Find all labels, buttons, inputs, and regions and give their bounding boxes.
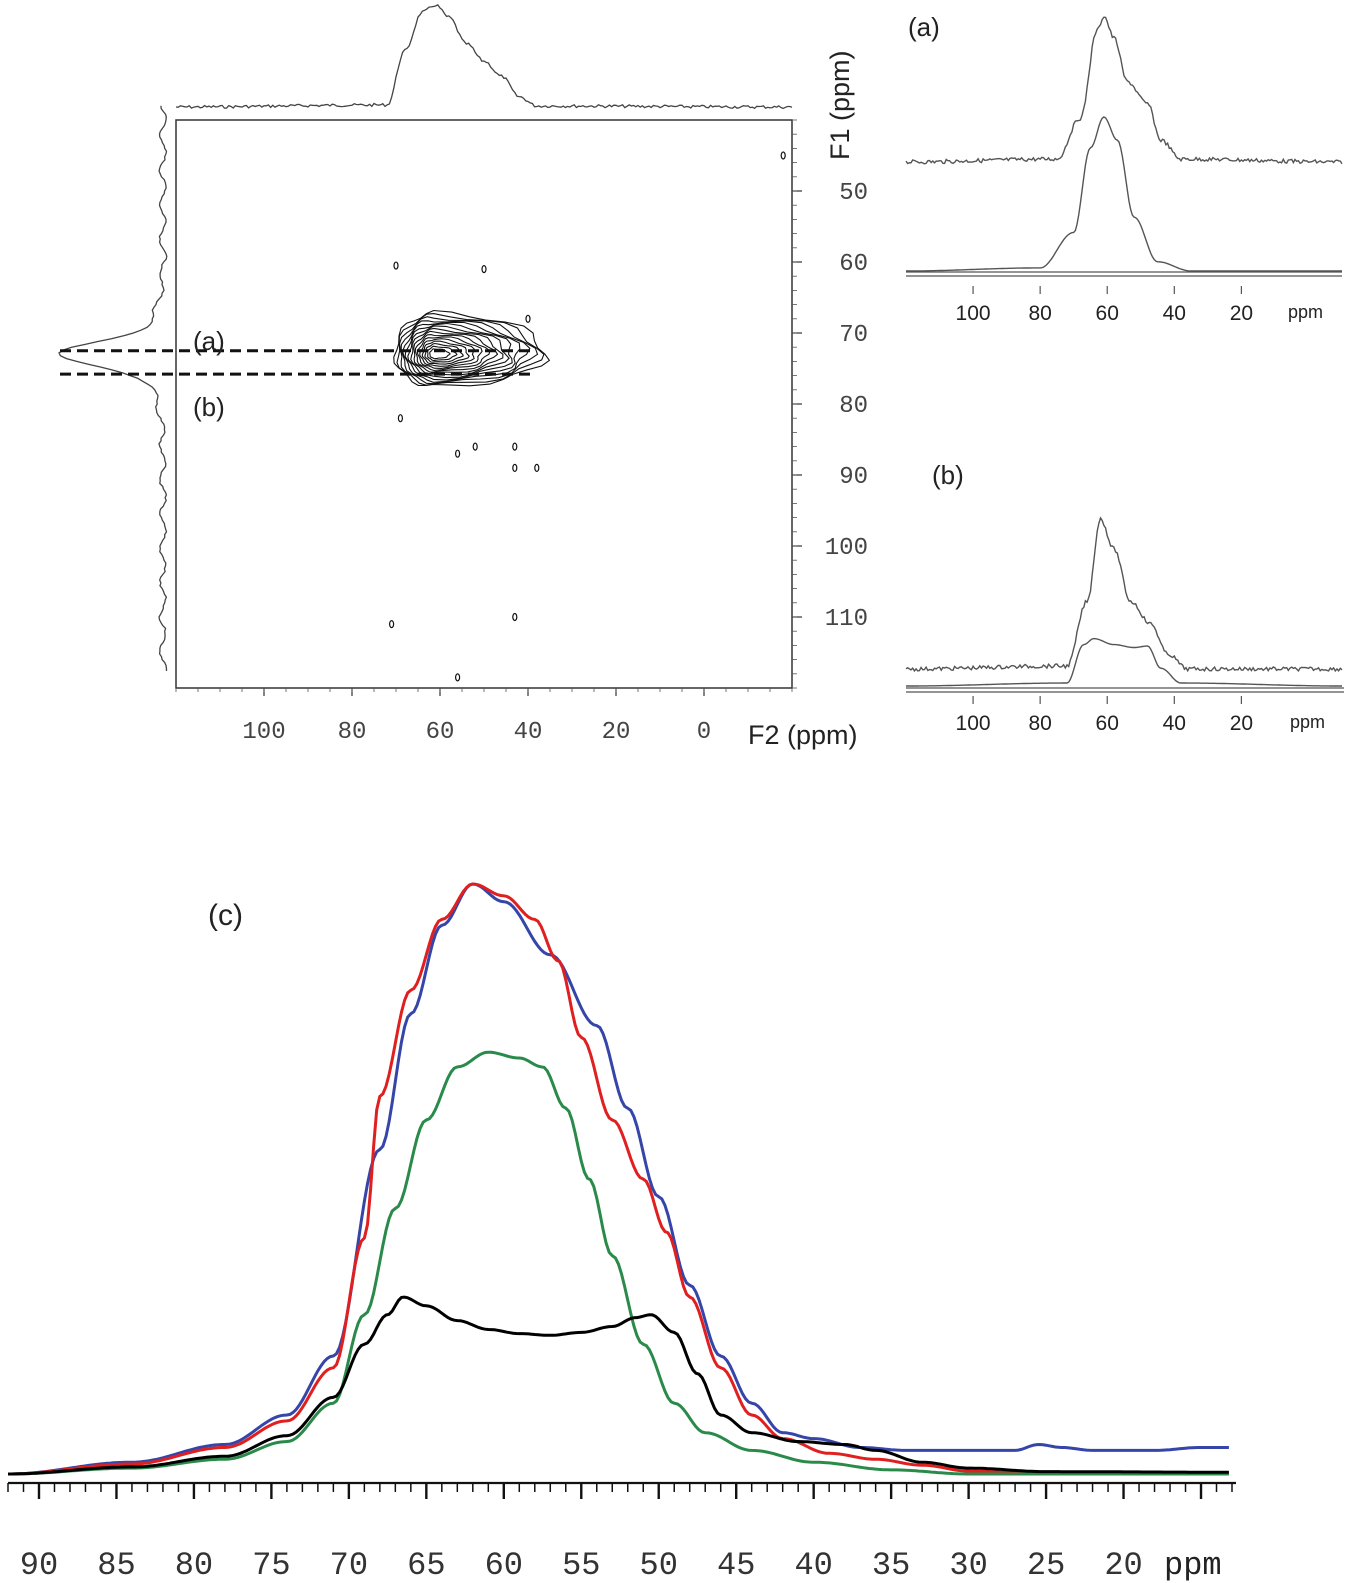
slice-a-panel: (a) 100 80 60 40 20 ppm	[905, 12, 1343, 325]
c-tick-label: 80	[175, 1547, 213, 1583]
f2-tick-label: 100	[242, 719, 285, 746]
f1-projection	[58, 105, 168, 672]
contour-panel: 100 80 60 40 20 0 50 60 70 80 90 100 110 (a) (b) F2 …	[58, 3, 868, 750]
c-tick-label: 30	[949, 1547, 987, 1583]
slice-tick-label: 60	[1096, 302, 1119, 325]
slice-b-title: (b)	[932, 460, 964, 490]
slice-b-ticks: 100 80 60 40 20	[956, 696, 1253, 735]
slice-tick-label: 60	[1096, 712, 1119, 735]
f1-tick-label: 110	[825, 606, 868, 633]
noise-spot	[512, 463, 518, 472]
slice-b-panel: (b) 100 80 60 40 20 ppm	[905, 460, 1344, 735]
noise-spot	[472, 442, 478, 451]
contour-ring	[400, 320, 531, 383]
f1-axis-label: F1 (ppm)	[825, 50, 855, 160]
slice-b-trace-1	[905, 516, 1343, 673]
contour-ring	[413, 330, 499, 373]
contour-ring	[419, 338, 475, 367]
noise-spot	[780, 151, 786, 160]
f1-tick-label: 100	[825, 535, 868, 562]
slice-tick-label: 20	[1230, 302, 1253, 325]
f2-projection	[175, 3, 793, 110]
f2-tick-label: 60	[426, 719, 455, 746]
slice-tick-label: 40	[1163, 712, 1186, 735]
c-tick-label: 50	[640, 1547, 678, 1583]
noise-spot	[481, 265, 487, 274]
c-tick-label: 40	[794, 1547, 832, 1583]
f2-axis-label: F2 (ppm)	[748, 720, 858, 750]
c-tick-label: 65	[407, 1547, 445, 1583]
noise-spot	[525, 314, 531, 323]
f2-tick-label: 0	[697, 719, 711, 746]
slice-a-trace-2	[906, 116, 1342, 272]
noise-spot	[512, 442, 518, 451]
slice-tick-label: 40	[1163, 302, 1186, 325]
f1-tick-label: 80	[839, 393, 868, 420]
contour-ring	[421, 340, 470, 365]
contour-ring	[416, 336, 483, 369]
c-tick-label: 20	[1104, 1547, 1142, 1583]
noise-spot	[455, 449, 461, 458]
slice-tick-label: 80	[1028, 302, 1051, 325]
c-tick-label: 90	[20, 1547, 58, 1583]
c-tick-label: 75	[252, 1547, 290, 1583]
noise-spot	[512, 612, 518, 622]
panel-c-unit: ppm	[1164, 1547, 1222, 1583]
c-tick-label: 55	[562, 1547, 600, 1583]
contour-plot-frame	[175, 119, 793, 689]
c-tick-label: 85	[97, 1547, 135, 1583]
f2-tick-label: 40	[514, 719, 543, 746]
f2-axis-ticks: 100 80 60 40 20 0	[175, 688, 793, 746]
contour-ring	[414, 334, 491, 372]
f1-tick-label: 70	[839, 322, 868, 349]
c-series-line	[8, 1050, 1229, 1476]
contour-noise-spots	[389, 151, 786, 682]
slice-a-title: (a)	[908, 12, 940, 42]
c-tick-label: 45	[717, 1547, 755, 1583]
slice-lines: (a) (b)	[60, 326, 535, 422]
slice-tick-label: 20	[1230, 712, 1253, 735]
panel-c-series	[8, 882, 1229, 1476]
noise-spot	[455, 673, 461, 682]
contour-ring	[424, 342, 464, 363]
f1-axis-ticks: 50 60 70 80 90 100 110	[792, 119, 868, 689]
slice-a-unit: ppm	[1288, 302, 1323, 322]
c-series-line	[8, 882, 1229, 1476]
slice-b-trace-2	[906, 637, 1342, 687]
slice-tick-label: 80	[1028, 712, 1051, 735]
c-tick-label: 60	[485, 1547, 523, 1583]
noise-spot	[534, 463, 540, 472]
c-series-line	[8, 882, 1229, 1476]
contour-ring	[427, 345, 458, 362]
panel-c-title: (c)	[208, 899, 243, 932]
panel-c: (c) 90 85 80 75 70 65 60 55 50 45 40 35 30 25 20 ppm	[7, 882, 1236, 1583]
slice-b-unit: ppm	[1290, 712, 1325, 732]
f1-tick-label: 50	[839, 180, 868, 207]
contour-ring	[410, 327, 504, 375]
c-tick-label: 70	[330, 1547, 368, 1583]
slice-line-label: (a)	[193, 326, 225, 356]
contour-ring	[398, 316, 539, 385]
panel-c-ticks: 90 85 80 75 70 65 60 55 50 45 40 35 30 25 20	[7, 1483, 1233, 1583]
slice-a-ticks: 100 80 60 40 20	[956, 286, 1253, 325]
c-series-line	[8, 1295, 1229, 1476]
f2-tick-label: 80	[338, 719, 367, 746]
f1-tick-label: 90	[839, 464, 868, 491]
noise-spot	[393, 261, 399, 270]
slice-a-trace-1	[905, 16, 1343, 165]
noise-spot	[389, 619, 395, 629]
noise-spot	[397, 414, 403, 423]
slice-tick-label: 100	[956, 712, 991, 735]
f1-tick-label: 60	[839, 251, 868, 278]
f2-tick-label: 20	[602, 719, 631, 746]
contour-ring	[396, 313, 545, 386]
c-tick-label: 35	[872, 1547, 910, 1583]
slice-line-label: (b)	[193, 392, 225, 422]
c-tick-label: 25	[1027, 1547, 1065, 1583]
slice-tick-label: 100	[956, 302, 991, 325]
